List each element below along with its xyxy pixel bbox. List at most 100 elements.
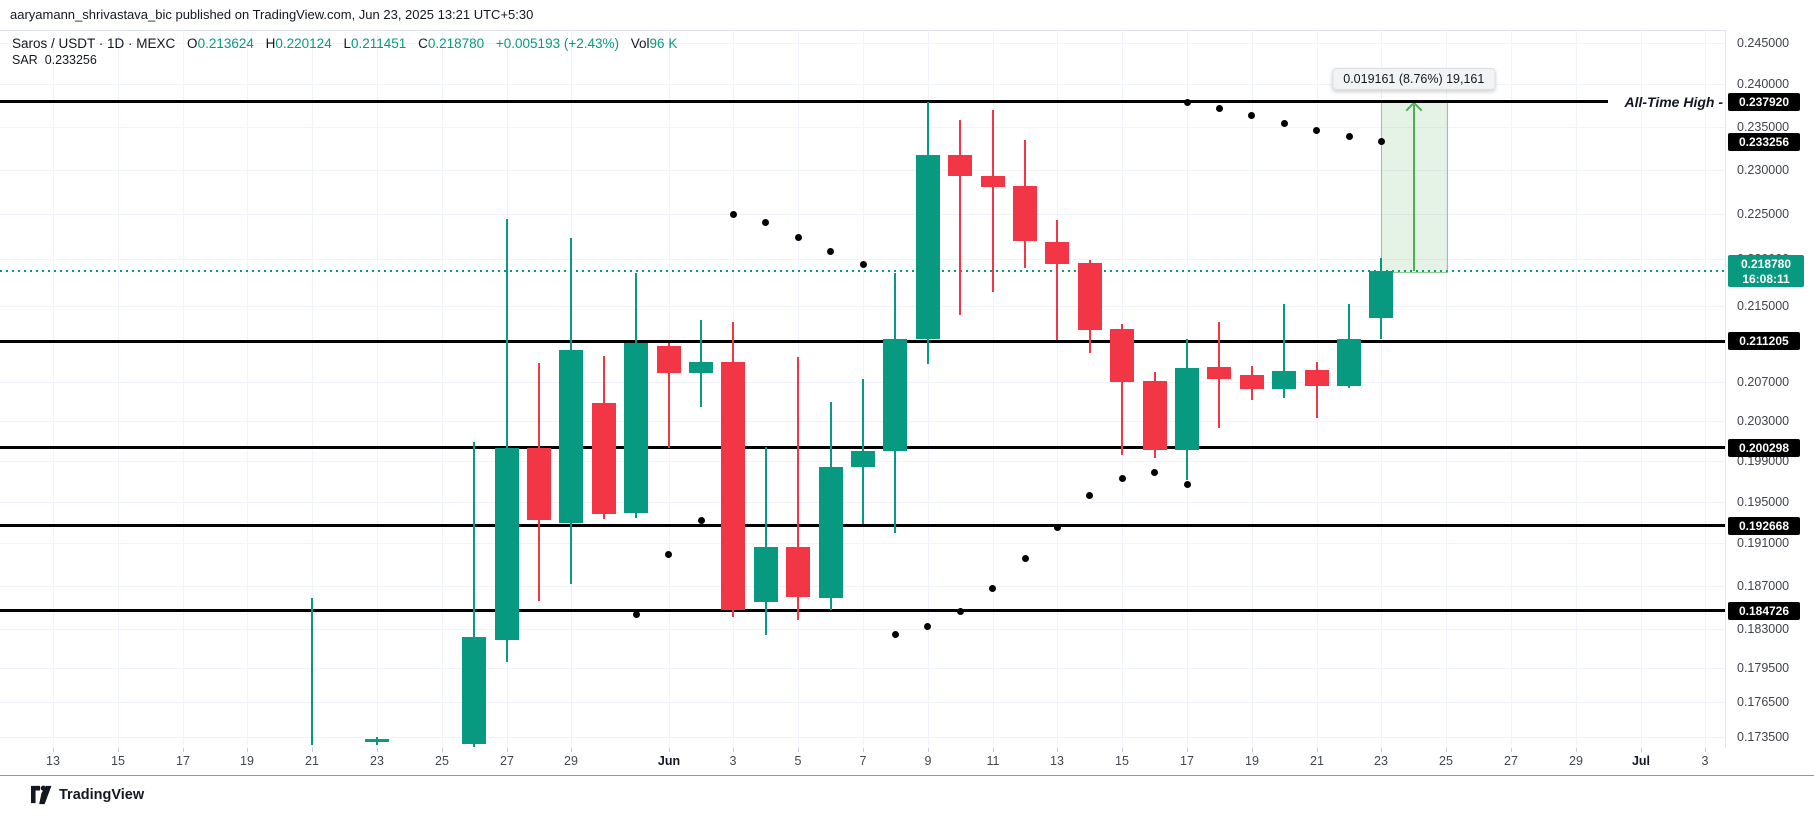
candle-jun-17 xyxy=(1175,368,1199,450)
time-label: 13 xyxy=(1050,754,1064,768)
price-gridline xyxy=(0,586,1725,587)
sar-indicator-name: SAR xyxy=(12,53,38,67)
symbol-legend: Saros / USDT · 1D · MEXC O0.213624 H0.22… xyxy=(12,36,685,51)
sar-dot xyxy=(794,234,802,242)
price-tick-label: 0.215000 xyxy=(1737,298,1790,313)
candle-jun-12 xyxy=(1013,185,1037,242)
time-gridline xyxy=(1446,30,1447,748)
candle-jun-14 xyxy=(1077,262,1102,330)
high-value: 0.220124 xyxy=(275,36,332,51)
symbol-title: Saros / USDT · 1D · MEXC xyxy=(12,36,176,51)
sar-dot xyxy=(827,247,835,255)
candle-jun-11 xyxy=(980,176,1005,187)
candle-wick xyxy=(667,343,670,448)
time-tick-mark xyxy=(1252,748,1253,752)
price-level-badge: 0.200298 xyxy=(1728,438,1800,457)
sar-dot xyxy=(989,584,997,592)
time-label: 15 xyxy=(1115,754,1129,768)
candle-jun-4 xyxy=(753,546,778,603)
price-level-badge: 0.233256 xyxy=(1728,132,1800,151)
candle-wick xyxy=(991,109,994,292)
price-tick-label: 0.245000 xyxy=(1737,36,1790,50)
time-label: 29 xyxy=(564,754,578,768)
sar-dot xyxy=(1248,112,1256,120)
time-label: 3 xyxy=(1701,754,1709,768)
low-value: 0.211451 xyxy=(350,36,407,51)
sar-dot xyxy=(697,516,705,524)
current-price-value: 0.218780 xyxy=(1740,256,1792,271)
sar-dot xyxy=(1345,132,1353,140)
horizontal-level-line[interactable] xyxy=(0,524,1725,528)
price-level-badge: 0.237920 xyxy=(1728,92,1800,111)
candle-wick xyxy=(797,356,800,620)
volume-value: 96 K xyxy=(649,36,678,51)
candle-wick xyxy=(764,446,767,635)
horizontal-level-line[interactable] xyxy=(0,100,1609,104)
price-tick-label: 0.203000 xyxy=(1737,413,1790,428)
sar-dot xyxy=(1313,126,1321,134)
chart-bottom-border xyxy=(0,775,1814,776)
candle-jun-13 xyxy=(1045,242,1070,264)
price-gridline xyxy=(0,169,1725,171)
price-axis[interactable]: 0.245000 0.240000 0.235000 0.230000 0.225000… xyxy=(1725,30,1814,748)
time-label: 3 xyxy=(729,754,737,768)
header-divider xyxy=(0,30,1814,31)
price-gridline xyxy=(0,126,1725,128)
time-tick-mark xyxy=(1122,748,1123,752)
price-level-badge: 0.192668 xyxy=(1728,516,1800,535)
attribution-text: aaryamann_shrivastava_bic published on T… xyxy=(10,7,534,22)
time-tick-mark xyxy=(798,748,799,752)
time-label: 25 xyxy=(1439,754,1453,768)
candle-may-30 xyxy=(591,403,616,515)
sar-dot xyxy=(762,218,770,226)
time-tick-mark xyxy=(733,748,734,752)
price-tick-label: 0.240000 xyxy=(1737,77,1790,92)
candle-jun-23 xyxy=(1369,270,1394,319)
tradingview-logo[interactable]: TradingView xyxy=(30,785,144,805)
candle-jun-6 xyxy=(818,467,843,598)
time-tick-mark xyxy=(1705,748,1706,752)
candle-jun-22 xyxy=(1337,338,1361,386)
sar-dot xyxy=(1021,554,1029,562)
candle-jun-8 xyxy=(883,339,908,451)
price-gridline xyxy=(0,214,1725,216)
time-label: 17 xyxy=(176,754,190,768)
time-axis[interactable]: 13 15 17 19 21 23 25 27 29 Jun 3 5 7 9 11 13 15 17 19 21 23 2… xyxy=(0,748,1725,776)
footer-bar: TradingView xyxy=(0,776,1814,816)
close-label: C xyxy=(418,36,428,51)
time-gridline xyxy=(1511,30,1512,748)
time-tick-mark xyxy=(1511,748,1512,752)
sar-dot xyxy=(1151,468,1159,476)
sar-dot xyxy=(891,631,899,639)
candle-jun-20 xyxy=(1272,371,1297,389)
price-tick-label: 0.179500 xyxy=(1737,661,1790,676)
price-gridline xyxy=(0,43,1725,44)
change-value: +0.005193 (+2.43%) xyxy=(495,36,619,51)
measure-label[interactable]: 0.019161 (8.76%) 19,161 xyxy=(1332,68,1496,90)
candle-jun-5 xyxy=(786,546,811,597)
price-gridline xyxy=(0,629,1725,631)
candle-jun-10 xyxy=(948,155,973,177)
time-tick-mark xyxy=(1317,748,1318,752)
open-value: 0.213624 xyxy=(197,36,254,51)
candle-may-31 xyxy=(624,343,649,514)
time-gridline xyxy=(53,30,54,748)
time-tick-mark xyxy=(1057,748,1058,752)
time-gridline xyxy=(118,30,119,748)
price-gridline xyxy=(0,305,1725,307)
candle-wick xyxy=(505,218,508,662)
all-time-high-label[interactable]: All-Time High - xyxy=(1618,93,1723,110)
bar-countdown: 16:08:11 xyxy=(1742,271,1790,286)
time-tick-mark xyxy=(1641,748,1642,752)
sar-dot xyxy=(924,622,932,630)
candle-jun-3 xyxy=(721,362,746,610)
sar-dot xyxy=(1086,492,1094,500)
chart-plot-area[interactable]: All-Time High - xyxy=(0,30,1725,748)
current-price-badge: 0.218780 16:08:11 xyxy=(1728,254,1804,287)
horizontal-level-line[interactable] xyxy=(0,609,1725,613)
time-label: 11 xyxy=(986,754,1000,768)
time-tick-mark xyxy=(993,748,994,752)
candle-jun-19 xyxy=(1239,374,1264,389)
horizontal-level-line[interactable] xyxy=(0,339,1725,343)
time-tick-mark xyxy=(53,748,54,752)
